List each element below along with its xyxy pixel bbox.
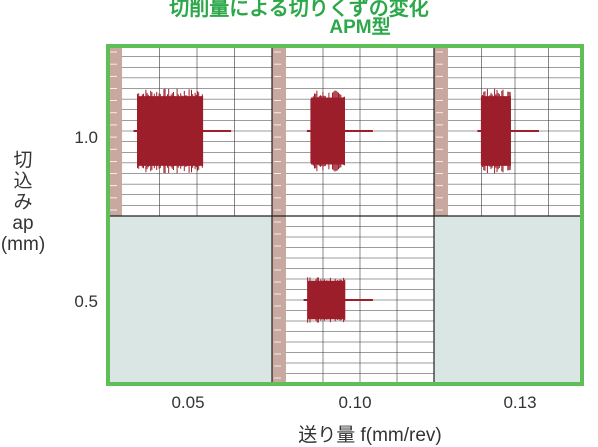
y-axis-label-part: み bbox=[13, 192, 33, 213]
y-tick-label: 0.5 bbox=[74, 292, 98, 311]
y-axis-label-part: 切 bbox=[13, 150, 33, 171]
empty-cell bbox=[108, 216, 272, 384]
outer-frame bbox=[106, 44, 584, 386]
empty-cell bbox=[434, 216, 582, 384]
scale-strip bbox=[272, 46, 286, 216]
y-axis-label-part: ap bbox=[12, 213, 34, 234]
signal-waveform bbox=[307, 277, 346, 323]
signal-waveform bbox=[137, 88, 203, 174]
x-axis-label: 送り量 f(mm/rev) bbox=[298, 425, 442, 446]
clipped-heading: 切削量による切りくずの変化 bbox=[169, 0, 429, 20]
x-tick-label: 0.13 bbox=[503, 393, 537, 412]
scale-strip bbox=[272, 216, 286, 384]
x-tick-label: 0.10 bbox=[338, 393, 372, 412]
y-axis-label-part: (mm) bbox=[0, 234, 46, 255]
signal-waveform bbox=[480, 88, 511, 174]
scale-strip bbox=[108, 46, 122, 216]
x-tick-label: 0.05 bbox=[171, 393, 205, 412]
scale-strip bbox=[434, 46, 448, 216]
y-tick-label: 1.0 bbox=[74, 128, 98, 147]
y-axis-label: 切 込 み ap (mm) bbox=[0, 150, 46, 255]
y-axis-label-part: 込 bbox=[13, 171, 33, 192]
signal-waveform bbox=[310, 90, 345, 172]
chart-subtitle: APM型 bbox=[329, 17, 391, 38]
